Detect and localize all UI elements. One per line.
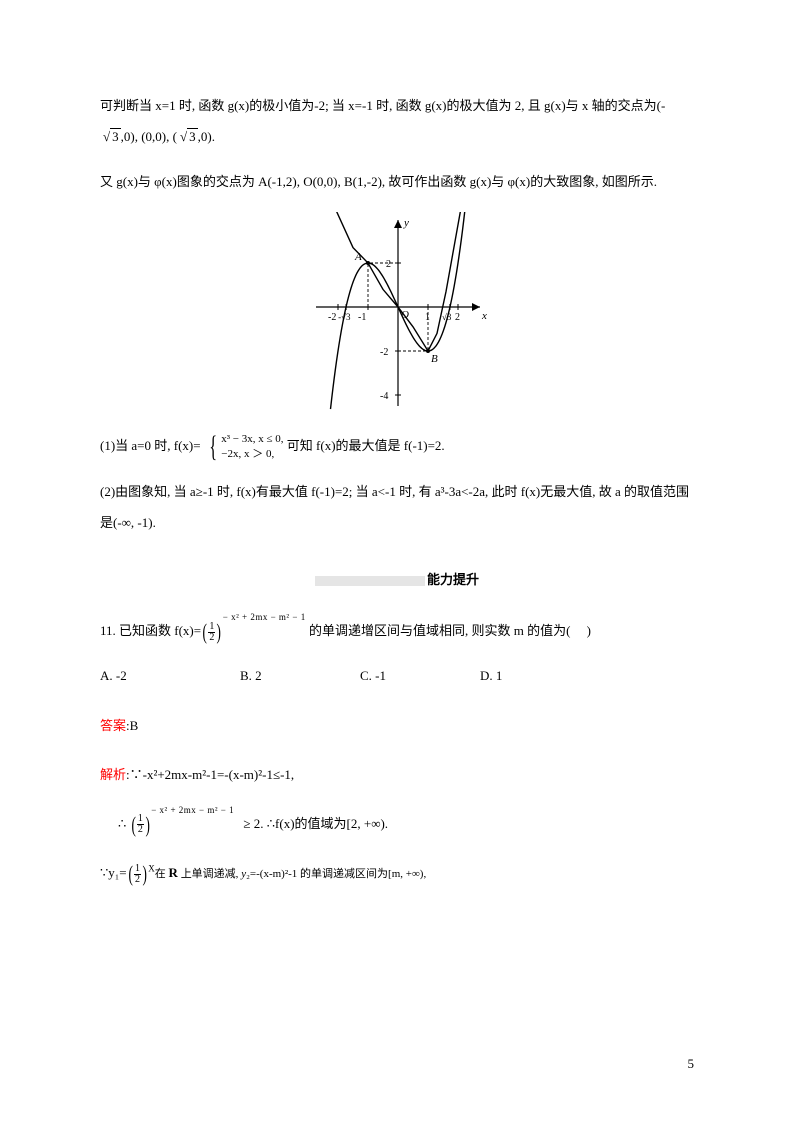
svg-text:y: y bbox=[403, 217, 409, 229]
text: ,0), (0,0), ( bbox=[121, 129, 177, 144]
svg-text:2: 2 bbox=[455, 312, 460, 323]
paragraph-2: 又 g(x)与 φ(x)图象的交点为 A(-1,2), O(0,0), B(1,… bbox=[100, 166, 694, 197]
option-a: A. -2 bbox=[100, 660, 240, 691]
svg-text:B: B bbox=[431, 353, 438, 365]
explanation-label: 解析 bbox=[100, 767, 126, 782]
option-b: B. 2 bbox=[240, 660, 360, 691]
text: ∵y₁= bbox=[100, 865, 127, 880]
svg-text:1: 1 bbox=[425, 312, 430, 323]
case-1: x³ − 3x, x ≤ 0, bbox=[221, 432, 283, 447]
text: 又 g(x)与 φ(x)图象的交点为 A(-1,2), O(0,0), B(1,… bbox=[100, 174, 657, 189]
paragraph-1: 可判断当 x=1 时, 函数 g(x)的极小值为-2; 当 x=-1 时, 函数… bbox=[100, 90, 694, 152]
bold-R: R bbox=[169, 865, 178, 880]
option-c: C. -1 bbox=[360, 660, 480, 691]
text: (1)当 a=0 时, f(x)= bbox=[100, 438, 201, 453]
svg-text:2: 2 bbox=[386, 259, 391, 270]
text: :∵-x²+2mx-m²-1=-(x-m)²-1≤-1, bbox=[126, 767, 294, 782]
graph-container: xyO-2-112-4-22-√3√3AB bbox=[100, 212, 694, 412]
half-fraction: (12) bbox=[201, 621, 223, 643]
svg-text:-2: -2 bbox=[328, 312, 336, 323]
svg-text:x: x bbox=[481, 310, 487, 322]
piecewise-function: { x³ − 3x, x ≤ 0, −2x, x ＞ 0, bbox=[204, 432, 284, 462]
text: 11. 已知函数 f(x)= bbox=[100, 623, 201, 638]
paragraph-3: (1)当 a=0 时, f(x)= { x³ − 3x, x ≤ 0, −2x,… bbox=[100, 430, 694, 462]
sqrt-3-pos: 3 bbox=[177, 129, 198, 144]
text: (2)由图象知, 当 a≥-1 时, f(x)有最大值 f(-1)=2; 当 a… bbox=[100, 484, 689, 530]
explanation-1: 解析:∵-x²+2mx-m²-1=-(x-m)²-1≤-1, bbox=[100, 759, 694, 790]
paragraph-4: (2)由图象知, 当 a≥-1 时, f(x)有最大值 f(-1)=2; 当 a… bbox=[100, 476, 694, 538]
answer-line: 答案:B bbox=[100, 710, 694, 741]
brace-icon: { bbox=[209, 432, 217, 462]
options-row: A. -2 B. 2 C. -1 D. 1 bbox=[100, 660, 694, 691]
function-graph: xyO-2-112-4-22-√3√3AB bbox=[302, 212, 492, 412]
text: ,0). bbox=[198, 129, 215, 144]
svg-text:-1: -1 bbox=[358, 312, 366, 323]
exponent: − x² + 2mx − m² − 1 bbox=[223, 612, 306, 622]
svg-text:-4: -4 bbox=[380, 391, 388, 402]
page-number: 5 bbox=[688, 1048, 695, 1079]
text: 可知 f(x)的最大值是 f(-1)=2. bbox=[287, 438, 445, 453]
answer-label: 答案 bbox=[100, 718, 126, 733]
svg-text:A: A bbox=[354, 251, 362, 263]
section-bar bbox=[315, 576, 425, 586]
half-fraction: (12) bbox=[130, 814, 152, 836]
exponent: − x² + 2mx − m² − 1 bbox=[151, 805, 234, 815]
text: 可判断当 x=1 时, 函数 g(x)的极小值为-2; 当 x=-1 时, 函数… bbox=[100, 98, 665, 113]
question-11: 11. 已知函数 f(x)=(12)− x² + 2mx − m² − 1 的单… bbox=[100, 615, 694, 646]
text: ≥ 2. ∴f(x)的值域为[2, +∞). bbox=[243, 816, 388, 831]
svg-text:-2: -2 bbox=[380, 347, 388, 358]
option-d: D. 1 bbox=[480, 660, 560, 691]
answer-value: :B bbox=[126, 718, 138, 733]
explanation-2: ∴ (12)− x² + 2mx − m² − 1 ≥ 2. ∴f(x)的值域为… bbox=[100, 808, 694, 839]
text: ∴ bbox=[118, 816, 126, 831]
case-2: −2x, x ＞ 0, bbox=[221, 447, 283, 462]
sqrt-3-neg: 3 bbox=[100, 129, 121, 144]
explanation-3: ∵y₁=(12)X在 R 上单调递减, y₂=-(x-m)²-1 的单调递减区间… bbox=[100, 857, 694, 888]
text: 的单调递增区间与值域相同, 则实数 m 的值为( ) bbox=[306, 623, 591, 638]
section-title: 能力提升 bbox=[100, 564, 694, 595]
section-label: 能力提升 bbox=[427, 572, 479, 587]
half-fraction: (12) bbox=[127, 863, 149, 885]
